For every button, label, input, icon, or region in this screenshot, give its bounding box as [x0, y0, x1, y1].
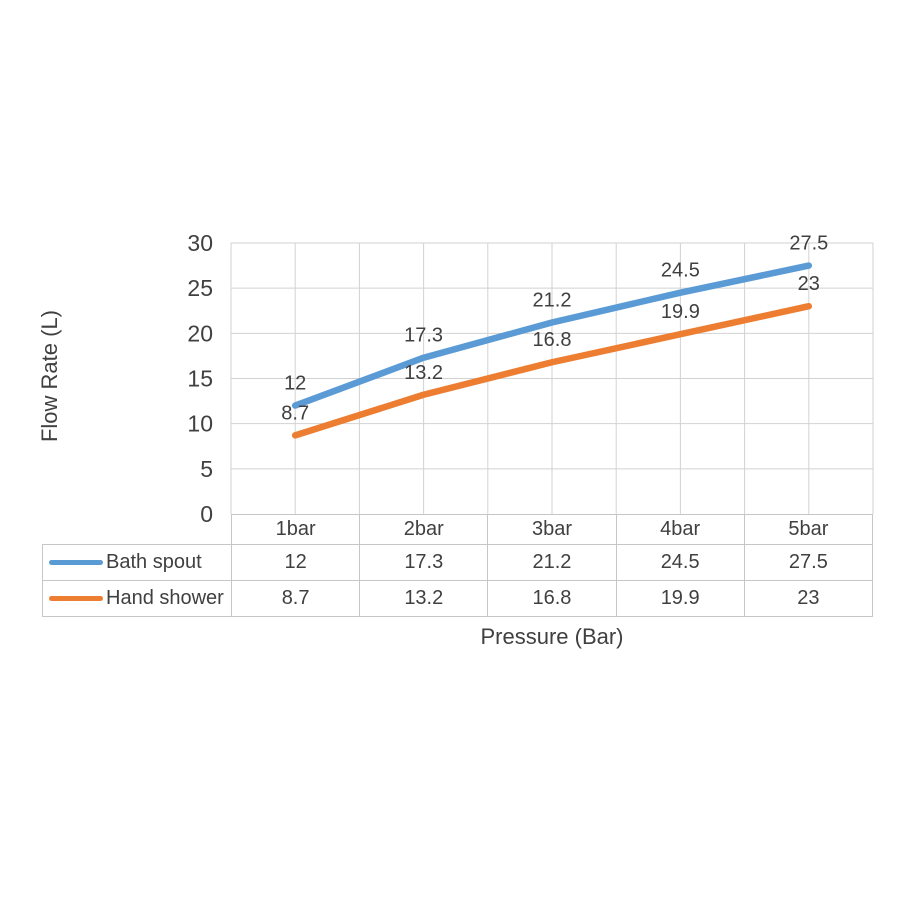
y-tick-label: 5	[200, 456, 213, 482]
y-tick-label: 0	[200, 501, 213, 527]
data-label-bath-spout: 21.2	[533, 289, 572, 311]
series-line-bath-spout	[291, 262, 813, 409]
value-cell: 27.5	[743, 544, 874, 581]
value-cell: 13.2	[359, 580, 489, 617]
category-label: 5bar	[743, 514, 874, 545]
category-label: 2bar	[359, 514, 489, 545]
y-tick-label: 30	[187, 230, 213, 256]
chart-data-table: 1bar 2bar 3bar 4bar 5bar Bath spout 12 17.3 21.2…	[42, 514, 874, 617]
legend-cell-hand-shower: Hand shower	[42, 580, 232, 617]
data-label-bath-spout: 17.3	[404, 325, 443, 347]
value-cell: 17.3	[359, 544, 489, 581]
value-cell: 16.8	[487, 580, 617, 617]
plot-area: 0 5 10 15 20 25 30 12 17.3 21.2 24.5 27.5 8.7 13.2 16.…	[187, 230, 874, 527]
y-tick-label: 10	[187, 411, 213, 437]
legend-label: Hand shower	[106, 587, 224, 609]
table-row-bath-spout: Bath spout 12 17.3 21.2 24.5 27.5	[42, 544, 874, 581]
y-tick-label: 20	[187, 320, 213, 346]
data-label-bath-spout: 27.5	[789, 233, 828, 255]
legend-cell-bath-spout: Bath spout	[42, 544, 232, 581]
value-cell: 12	[230, 544, 361, 581]
legend-line-icon-hand-shower	[49, 596, 103, 601]
value-cell: 23	[743, 580, 874, 617]
legend-line-icon-bath-spout	[49, 560, 103, 565]
data-label-hand-shower: 16.8	[533, 329, 572, 351]
legend-label: Bath spout	[106, 551, 202, 573]
table-corner-cell	[43, 515, 232, 545]
category-label: 1bar	[230, 514, 361, 545]
series-line-hand-shower	[291, 302, 813, 439]
table-row-hand-shower: Hand shower 8.7 13.2 16.8 19.9 23	[42, 580, 874, 617]
data-label-hand-shower: 23	[798, 273, 820, 295]
value-cell: 21.2	[487, 544, 617, 581]
data-label-hand-shower: 8.7	[281, 402, 309, 424]
y-tick-label: 15	[187, 366, 213, 392]
value-cell: 19.9	[615, 580, 745, 617]
data-label-bath-spout: 12	[284, 373, 306, 395]
category-label: 3bar	[487, 514, 617, 545]
data-label-hand-shower: 13.2	[404, 362, 443, 384]
x-axis-title: Pressure (Bar)	[480, 624, 624, 649]
value-cell: 24.5	[615, 544, 745, 581]
value-cell: 8.7	[230, 580, 361, 617]
category-label: 4bar	[615, 514, 745, 545]
data-label-bath-spout: 24.5	[661, 260, 700, 282]
y-tick-label: 25	[187, 275, 213, 301]
data-label-hand-shower: 19.9	[661, 301, 700, 323]
